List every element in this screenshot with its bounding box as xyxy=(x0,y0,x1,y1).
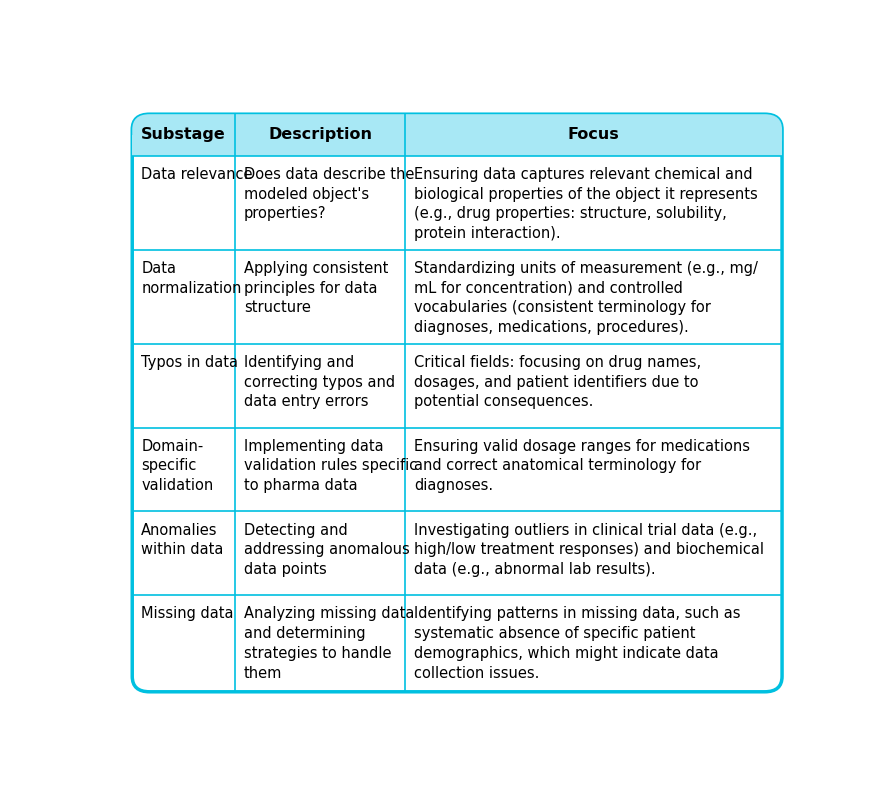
Text: Critical fields: focusing on drug names,
dosages, and patient identifiers due to: Critical fields: focusing on drug names,… xyxy=(414,355,701,409)
Text: Typos in data: Typos in data xyxy=(141,355,238,369)
Text: Anomalies
within data: Anomalies within data xyxy=(141,523,224,557)
Text: Ensuring valid dosage ranges for medications
and correct anatomical terminology : Ensuring valid dosage ranges for medicat… xyxy=(414,439,750,493)
Text: Identifying and
correcting typos and
data entry errors: Identifying and correcting typos and dat… xyxy=(244,355,395,409)
Text: Data relevance: Data relevance xyxy=(141,167,252,182)
Text: Standardizing units of measurement (e.g., mg/
mL for concentration) and controll: Standardizing units of measurement (e.g.… xyxy=(414,261,758,335)
Text: Detecting and
addressing anomalous
data points: Detecting and addressing anomalous data … xyxy=(244,523,409,577)
FancyBboxPatch shape xyxy=(132,114,782,692)
Text: Ensuring data captures relevant chemical and
biological properties of the object: Ensuring data captures relevant chemical… xyxy=(414,167,758,241)
Bar xyxy=(132,135,782,156)
Text: Missing data: Missing data xyxy=(141,606,234,622)
Text: Substage: Substage xyxy=(141,128,226,143)
Text: Data
normalization: Data normalization xyxy=(141,261,242,295)
Text: Applying consistent
principles for data
structure: Applying consistent principles for data … xyxy=(244,261,388,315)
Text: Investigating outliers in clinical trial data (e.g.,
high/low treatment response: Investigating outliers in clinical trial… xyxy=(414,523,764,577)
FancyBboxPatch shape xyxy=(132,114,782,156)
Text: Analyzing missing data
and determining
strategies to handle
them: Analyzing missing data and determining s… xyxy=(244,606,414,681)
Text: Implementing data
validation rules specific
to pharma data: Implementing data validation rules speci… xyxy=(244,439,417,493)
Text: Description: Description xyxy=(268,128,372,143)
Text: Identifying patterns in missing data, such as
systematic absence of specific pat: Identifying patterns in missing data, su… xyxy=(414,606,740,681)
Text: Focus: Focus xyxy=(567,128,619,143)
Text: Domain-
specific
validation: Domain- specific validation xyxy=(141,439,213,493)
Text: Does data describe the
modeled object's
properties?: Does data describe the modeled object's … xyxy=(244,167,414,221)
